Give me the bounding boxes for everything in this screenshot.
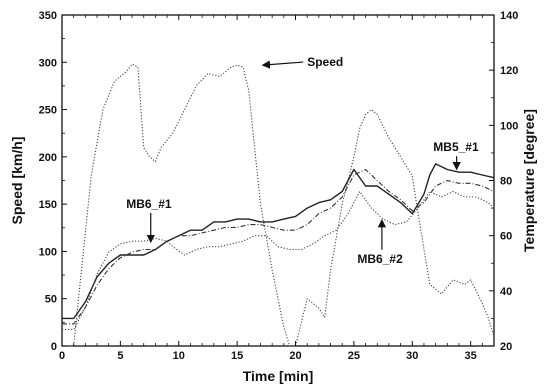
y-tick-label-left: 350 <box>39 10 57 22</box>
annotation-label: MB6_#1 <box>126 197 172 211</box>
annotation-layer: Speed MB6_#1 MB6_#2 MB5_#1 <box>126 55 479 266</box>
x-tick-label: 10 <box>173 350 185 362</box>
series-layer <box>62 63 495 347</box>
tick-layer: 0 5 10 15 20 25 30 3505010015020025030035020406… <box>39 10 519 362</box>
y-tick-label-left: 200 <box>39 152 57 164</box>
annotation-label: MB5_#1 <box>433 140 479 154</box>
y-tick-label-left: 300 <box>39 57 57 69</box>
x-tick-label: 0 <box>59 350 65 362</box>
y-tick-label-right: 40 <box>500 286 512 298</box>
y-tick-label-right: 140 <box>500 10 518 22</box>
y-tick-label-left: 150 <box>39 199 57 211</box>
y-axis-title-right: Temperature [degree] <box>521 109 537 252</box>
y-tick-label-left: 250 <box>39 105 57 117</box>
x-tick-label: 25 <box>348 350 360 362</box>
y-tick-label-right: 100 <box>500 120 518 132</box>
x-axis-title: Time [min] <box>243 368 314 384</box>
y-tick-label-left: 100 <box>39 246 57 258</box>
y-tick-label-right: 60 <box>500 231 512 243</box>
y-tick-label-left: 50 <box>45 294 57 306</box>
x-tick-label: 20 <box>289 350 301 362</box>
y-tick-label-right: 20 <box>500 341 512 353</box>
x-tick-label: 5 <box>117 350 123 362</box>
y-axis-title-left: Speed [km/h] <box>9 137 25 225</box>
annotation-label: MB6_#2 <box>357 252 403 266</box>
y-tick-label-right: 80 <box>500 176 512 188</box>
series-line-mb6-2 <box>62 190 495 330</box>
x-tick-label: 35 <box>465 350 477 362</box>
y-tick-label-left: 0 <box>51 341 57 353</box>
series-line-speed <box>62 63 495 347</box>
annotation-arrow <box>261 60 304 69</box>
x-tick-label: 15 <box>231 350 243 362</box>
annotation-label: Speed <box>307 55 343 69</box>
series-line-mb5-1 <box>62 163 495 320</box>
y-tick-label-right: 120 <box>500 65 518 77</box>
x-tick-label: 30 <box>406 350 418 362</box>
